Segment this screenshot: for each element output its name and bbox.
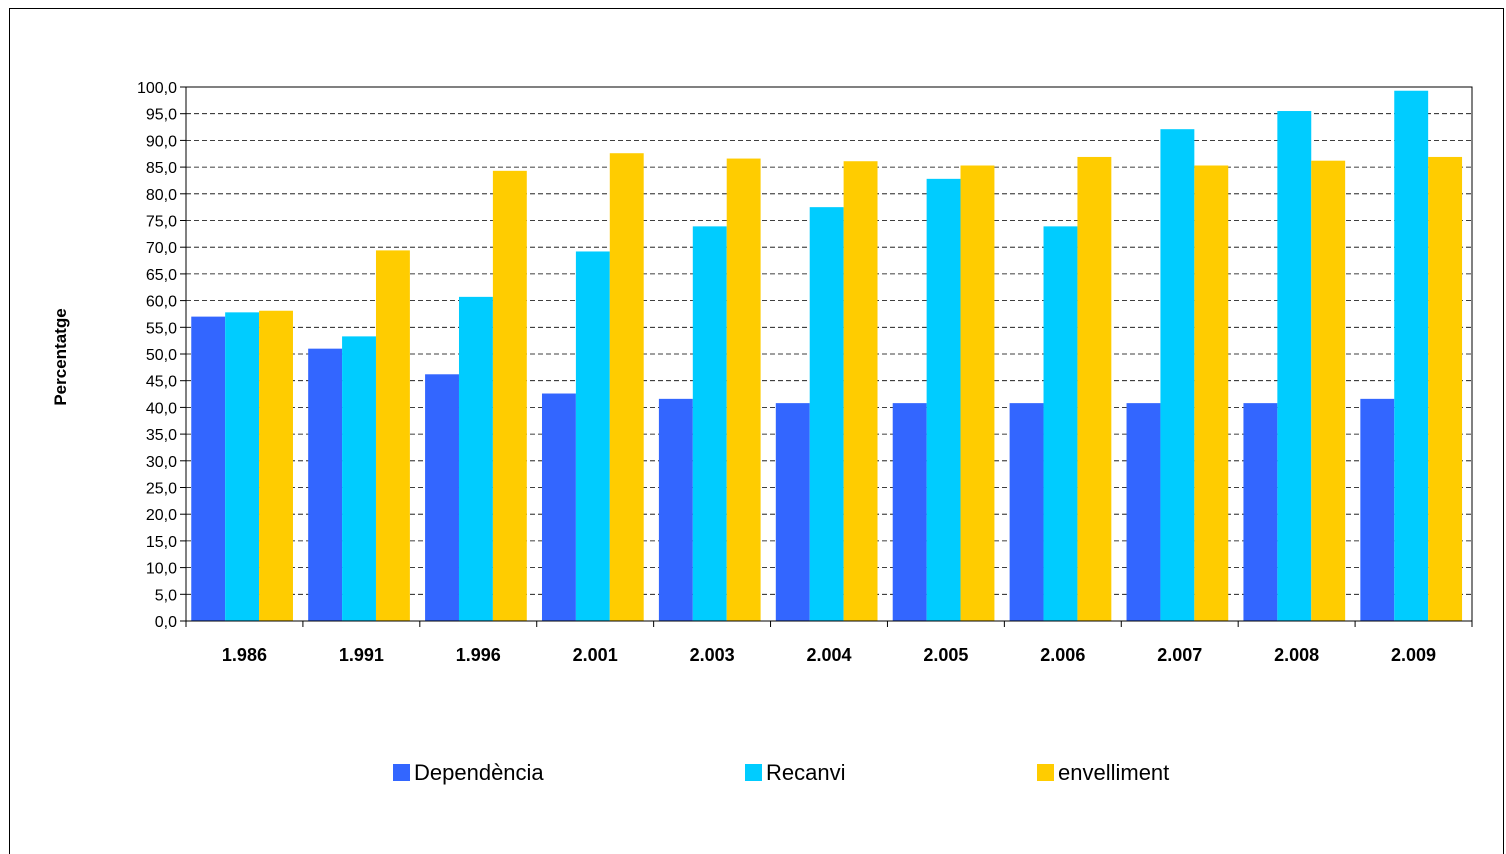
legend-label: Recanvi [766,760,845,785]
bar [810,207,844,621]
legend-swatch [393,764,410,781]
bar [225,312,259,621]
bar [893,403,927,621]
bar [1360,399,1394,621]
bar [610,153,644,621]
x-tick-label: 1.991 [339,645,384,665]
legend-swatch [745,764,762,781]
bar [459,297,493,621]
bar [727,159,761,621]
y-tick-label: 0,0 [155,614,177,631]
y-tick-label: 40,0 [146,400,177,417]
bar [1127,403,1161,621]
x-tick-labels: 1.986 1.991 1.996 2.001 2.003 2.004 2.005 2.006… [222,645,1436,665]
bar [659,399,693,621]
y-axis-label: Percentatge [51,308,70,405]
y-tick-label: 95,0 [146,107,177,124]
bar [191,317,225,621]
x-tick-label: 2.007 [1157,645,1202,665]
y-tick-label: 80,0 [146,187,177,204]
bar [576,251,610,621]
x-tick-label: 1.986 [222,645,267,665]
bar [425,374,459,621]
y-tick-label: 20,0 [146,507,177,524]
y-tick-label: 85,0 [146,160,177,177]
bar [308,349,342,621]
bar [927,179,961,621]
legend-label: envelliment [1058,760,1169,785]
x-tick-label: 2.005 [923,645,968,665]
y-tick-label: 45,0 [146,374,177,391]
y-tick-label: 5,0 [155,587,177,604]
y-tick-label: 15,0 [146,534,177,551]
x-tick-label: 2.009 [1391,645,1436,665]
y-tick-label: 10,0 [146,561,177,578]
y-tick-label: 50,0 [146,347,177,364]
bar [376,250,410,621]
bar [542,394,576,621]
y-tick-label: 70,0 [146,240,177,257]
y-tick-label: 75,0 [146,214,177,231]
bar [493,171,527,621]
y-tick-label: 55,0 [146,320,177,337]
bar [259,311,293,621]
y-tick-label: 65,0 [146,267,177,284]
legend-swatch [1037,764,1054,781]
y-tick-label: 100,0 [137,80,177,97]
bar [776,403,810,621]
y-tick-label: 60,0 [146,294,177,311]
y-tick-label: 35,0 [146,427,177,444]
bar [1277,111,1311,621]
x-tick-label: 2.003 [690,645,735,665]
bar [1311,161,1345,621]
x-tick-label: 1.996 [456,645,501,665]
bar [1160,129,1194,621]
y-tick-label: 90,0 [146,133,177,150]
y-tick-label: 30,0 [146,454,177,471]
bar [1010,403,1044,621]
legend: Dependència Recanvi envelliment [393,760,1169,785]
x-tick-label: 2.004 [806,645,851,665]
bar [1243,403,1277,621]
bar [1044,226,1078,621]
x-tick-label: 2.006 [1040,645,1085,665]
bars-group [191,91,1462,621]
bar [693,226,727,621]
bar [1428,157,1462,621]
y-tick-labels: 0,0 5,0 10,0 15,0 20,0 25,0 30,0 35,0 40,0 45,0 50… [137,80,177,631]
y-tick-label: 25,0 [146,481,177,498]
bar [342,336,376,621]
x-tick-label: 2.008 [1274,645,1319,665]
bar [1394,91,1428,621]
bar [961,165,995,621]
legend-label: Dependència [414,760,544,785]
x-tick-label: 2.001 [573,645,618,665]
bar [1077,157,1111,621]
bar [1194,165,1228,621]
bar [844,161,878,621]
